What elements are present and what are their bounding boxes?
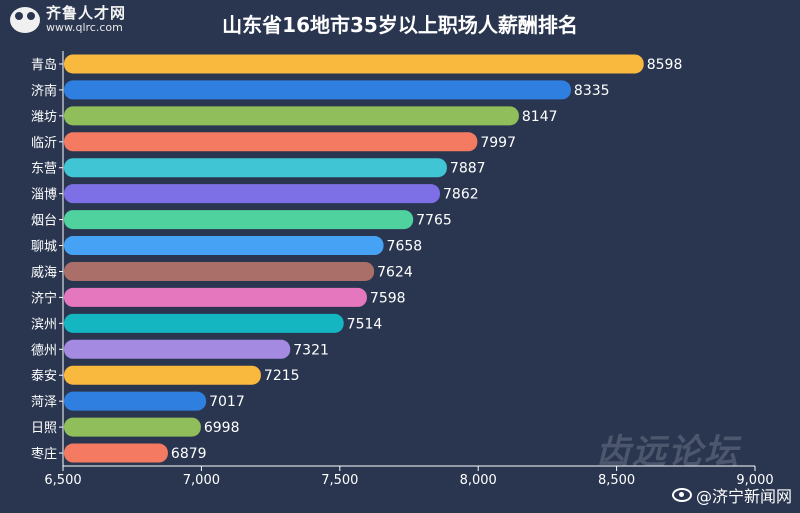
value-label: 7624 [377,264,413,280]
bar [64,417,201,437]
qlrc-logo: 齐鲁人才网 www.qlrc.com [10,4,127,34]
category-label: 烟台 [31,214,57,229]
weibo-watermark: @济宁新闻网 [671,483,792,507]
bar [64,443,168,463]
category-label: 济宁 [31,290,57,306]
category-label: 淄博 [31,188,57,203]
forum-watermark: 齿远论坛 [596,432,740,472]
value-label: 7215 [264,368,300,384]
value-label: 7598 [370,290,406,306]
bar [64,287,367,307]
value-label: 7017 [209,394,245,410]
category-label: 德州 [31,343,57,358]
x-tick-label: 8,500 [598,473,635,488]
category-label: 东营 [31,162,57,177]
category-label: 滨州 [31,316,57,332]
value-label: 6998 [204,420,240,436]
category-label: 泰安 [31,369,57,384]
bar [64,80,571,100]
bar [64,236,384,256]
logo-url: www.qlrc.com [46,20,123,34]
bar [64,210,414,230]
category-label: 日照 [31,421,57,436]
value-label: 7887 [450,161,486,177]
value-label: 8598 [647,57,683,73]
bar [64,132,478,152]
bar [64,184,441,204]
category-label: 聊城 [31,240,57,255]
logo-name: 齐鲁人才网 [46,4,127,22]
value-label: 8335 [574,83,610,99]
value-label: 7765 [416,213,452,229]
value-label: 7658 [387,239,423,255]
category-label: 枣庄 [31,446,57,462]
category-label: 威海 [31,265,57,280]
bar [64,106,519,126]
category-label: 菏泽 [31,395,57,410]
weibo-icon [671,488,692,502]
bar [64,339,291,359]
bar [64,158,447,178]
x-tick-label: 7,500 [321,473,358,488]
x-tick-label: 8,000 [460,473,497,488]
category-label: 青岛 [31,57,57,73]
value-label: 7862 [443,187,479,203]
frog-logo-icon [10,6,40,33]
value-label: 7321 [293,342,329,358]
bar [64,391,207,411]
bar [64,54,644,74]
bar [64,365,261,385]
value-label: 7514 [347,316,383,332]
category-label: 潍坊 [31,110,57,125]
value-label: 8147 [522,109,558,125]
x-tick-label: 6,500 [44,473,81,488]
category-label: 济南 [31,83,57,99]
weibo-handle: @济宁新闻网 [695,487,792,506]
category-label: 临沂 [31,136,57,151]
x-tick-label: 9,000 [736,473,773,488]
value-label: 7997 [480,135,516,151]
chart-title: 山东省16地市35岁以上职场人薪酬排名 [222,13,578,37]
x-tick-label: 7,000 [183,473,220,488]
value-label: 6879 [171,446,207,462]
bar [64,313,344,333]
bar [64,261,375,281]
